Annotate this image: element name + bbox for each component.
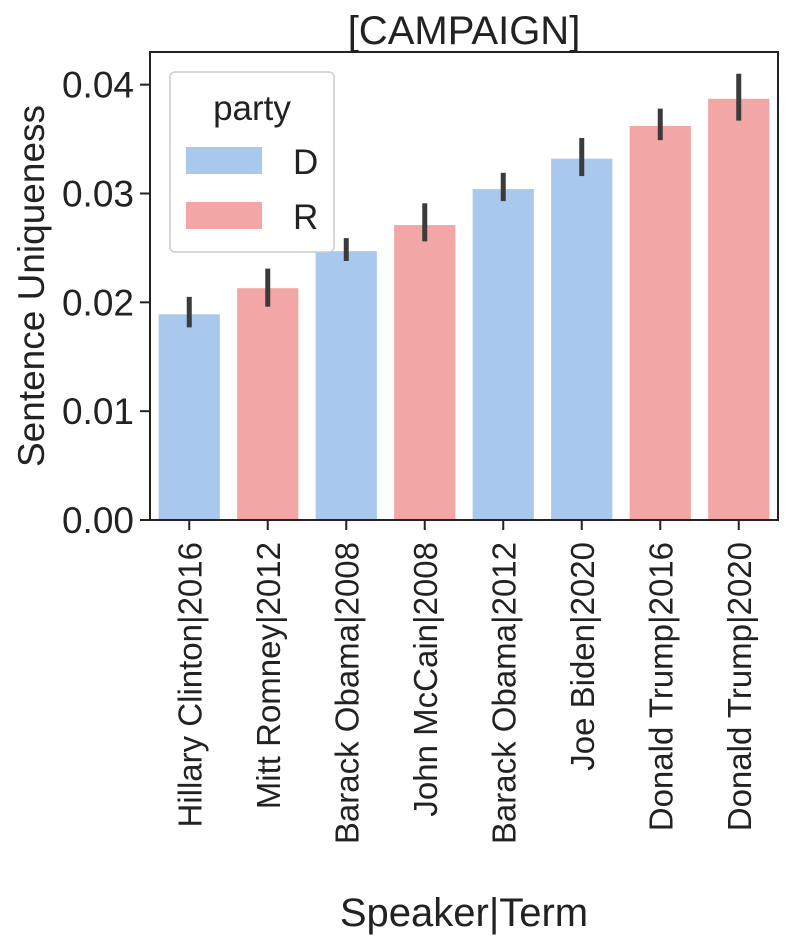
y-axis: 0.00 0.01 0.02 0.03 0.04 [62, 65, 150, 541]
y-tick-label-4: 0.04 [62, 65, 134, 106]
x-axis: Hillary Clinton|2016 Mitt Romney|2012 Bara… [171, 520, 758, 844]
x-tick-label-1: Mitt Romney|2012 [250, 542, 287, 809]
x-tick-label-6: Donald Trump|2016 [642, 542, 679, 831]
y-axis-label: Sentence Uniqueness [11, 105, 52, 467]
plot-frame [149, 51, 779, 521]
x-tick-label-4: Barack Obama|2012 [485, 542, 522, 844]
legend-label-r: R [293, 198, 318, 237]
y-tick-label-1: 0.01 [62, 391, 134, 432]
x-tick-label-0: Hillary Clinton|2016 [171, 542, 208, 828]
legend-label-d: D [293, 143, 318, 182]
bar-7 [708, 98, 770, 521]
y-tick-label-3: 0.03 [62, 173, 134, 214]
legend: party D R [169, 71, 335, 253]
x-tick-label-2: Barack Obama|2008 [328, 542, 365, 844]
x-tick-label-5: Joe Biden|2020 [564, 542, 601, 771]
error-bars-group [186, 73, 742, 328]
bar-4 [472, 189, 534, 520]
bars-group [158, 98, 770, 521]
bar-6 [629, 126, 691, 520]
bar-0 [158, 314, 220, 520]
bar-1 [237, 288, 299, 520]
legend-title: party [213, 89, 291, 128]
x-tick-label-7: Donald Trump|2020 [721, 542, 758, 831]
bar-2 [315, 251, 377, 520]
x-axis-label: Speaker|Term [340, 891, 588, 935]
legend-swatch-d [186, 147, 262, 174]
chart-title: [CAMPAIGN] [348, 9, 581, 53]
legend-swatch-r [186, 202, 262, 229]
x-tick-label-3: John McCain|2008 [407, 542, 444, 817]
y-tick-label-2: 0.02 [62, 282, 134, 323]
bar-5 [551, 158, 613, 520]
y-tick-label-0: 0.00 [62, 500, 134, 541]
bar-3 [394, 225, 456, 521]
